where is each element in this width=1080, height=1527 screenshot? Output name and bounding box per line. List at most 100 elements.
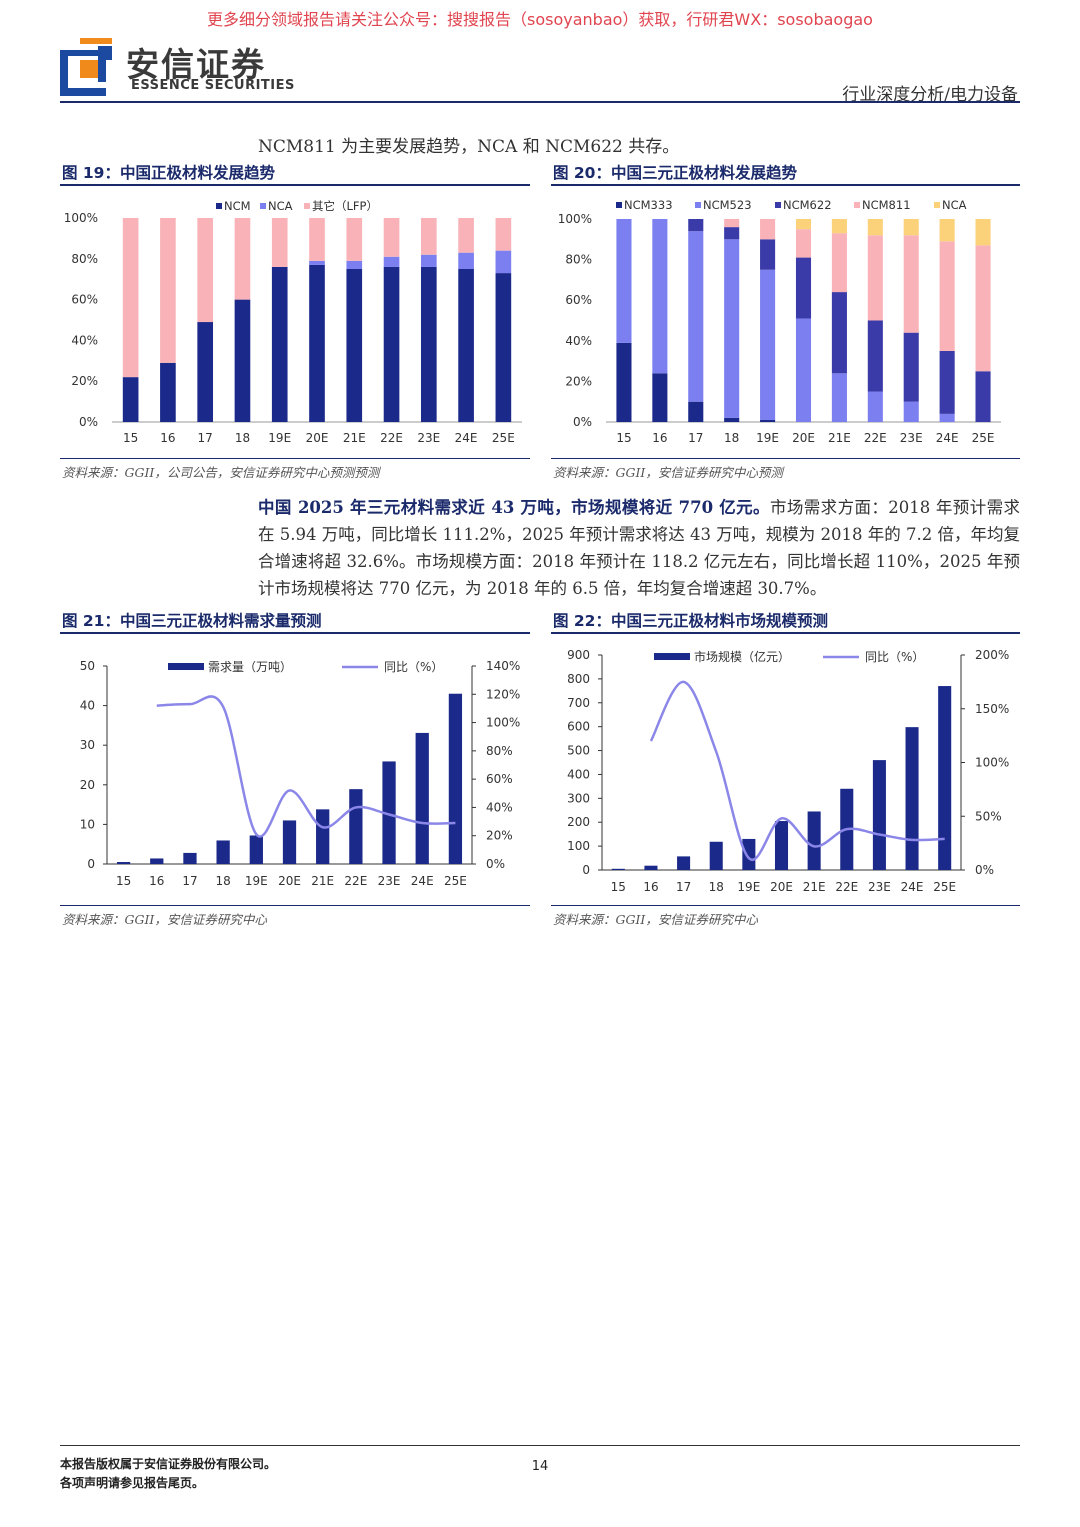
bar-NCM: [122, 377, 139, 422]
report-category: 行业深度分析/电力设备: [842, 85, 1018, 105]
bar-NCM523: [724, 239, 740, 418]
bar-demand: [415, 732, 429, 864]
right-tick-label: 0%: [975, 863, 994, 877]
fig22-top-rule: [551, 632, 1020, 634]
right-tick-label: 60%: [486, 772, 513, 786]
bar-其它（LFP）: [495, 218, 512, 251]
legend-label: NCA: [268, 199, 293, 213]
fig19-title: 图 19：中国正极材料发展趋势: [62, 164, 275, 182]
x-tick-label: 21E: [311, 874, 334, 888]
left-tick-label: 700: [567, 696, 590, 710]
legend-swatch: [695, 202, 701, 208]
x-tick-label: 16: [652, 431, 667, 445]
x-tick-label: 25E: [933, 880, 956, 894]
bar-demand: [349, 789, 363, 864]
x-tick-label: 15: [616, 431, 631, 445]
right-tick-label: 20%: [486, 829, 513, 843]
legend-label-bar: 需求量（万吨）: [208, 660, 292, 674]
bar-NCM811: [760, 219, 776, 240]
y-tick-label: 60%: [71, 293, 98, 307]
fig22-source: 资料来源：GGII，安信证券研究中心: [553, 912, 758, 927]
y-tick-label: 20%: [565, 374, 592, 388]
bar-NCM811: [724, 219, 740, 228]
bar-NCM622: [724, 227, 740, 240]
fig21-top-rule: [60, 632, 530, 634]
x-tick-label: 17: [676, 880, 691, 894]
bar-NCM333: [616, 342, 632, 422]
y-tick-label: 0%: [79, 415, 98, 429]
bar-demand: [150, 858, 164, 864]
bar-NCM523: [939, 413, 955, 422]
bar-其它（LFP）: [420, 218, 437, 255]
x-tick-label: 22E: [380, 431, 403, 445]
bar-NCM: [160, 362, 176, 422]
right-tick-label: 200%: [975, 648, 1009, 662]
x-tick-label: 24E: [411, 874, 434, 888]
bar-NCM: [197, 322, 214, 422]
y-tick-label: 80%: [71, 252, 98, 266]
x-tick-label: 23E: [868, 880, 891, 894]
bar-demand: [709, 841, 723, 870]
x-tick-label: 24E: [936, 431, 959, 445]
left-tick-label: 600: [567, 720, 590, 734]
fig20-source: 资料来源：GGII，安信证券研究中心预测: [553, 465, 783, 480]
y-tick-label: 60%: [565, 293, 592, 307]
x-tick-label: 17: [182, 874, 197, 888]
y-tick-label: 100%: [558, 212, 592, 226]
fig21-bottom-rule: [60, 905, 530, 906]
x-tick-label: 23E: [378, 874, 401, 888]
bar-NCM622: [867, 320, 883, 392]
bar-demand: [183, 852, 197, 864]
bar-NCA: [420, 254, 437, 267]
bar-NCA: [309, 260, 325, 265]
legend-swatch: [216, 203, 222, 209]
bar-NCM622: [760, 239, 776, 270]
fig19-top-rule: [60, 184, 530, 186]
x-tick-label: 20E: [306, 431, 329, 445]
bar-其它（LFP）: [383, 218, 400, 257]
bar-NCM811: [939, 241, 955, 351]
x-tick-label: 18: [709, 880, 724, 894]
x-tick-label: 25E: [444, 874, 467, 888]
bar-demand: [742, 838, 756, 870]
bar-NCM523: [616, 219, 632, 343]
legend-label-bar: 市场规模（亿元）: [694, 649, 790, 664]
footer-notice: 各项声明请参见报告尾页。: [60, 1476, 205, 1490]
x-tick-label: 22E: [344, 874, 367, 888]
bar-NCM622: [795, 257, 812, 319]
fig20-chart: 0% 20% 40% 60% 80% 100% 15 16 17 18 19E 20E 21E 22E 23…: [558, 198, 1001, 445]
fig22-title: 图 22：中国三元正极材料市场规模预测: [553, 612, 828, 630]
legend-label: NCA: [942, 198, 967, 212]
bar-NCM811: [831, 233, 847, 293]
x-tick-label: 21E: [828, 431, 851, 445]
bar-其它（LFP）: [197, 218, 214, 323]
bar-NCM333: [724, 417, 740, 422]
legend-swatch: [854, 202, 860, 208]
bar-NCA: [903, 219, 919, 236]
left-tick-label: 0: [87, 857, 95, 871]
bar-NCM523: [688, 231, 704, 402]
x-tick-label: 24E: [901, 880, 924, 894]
bar-demand: [611, 868, 625, 870]
legend-label: 其它（LFP）: [312, 199, 378, 213]
bar-NCA: [795, 219, 812, 230]
x-tick-label: 19E: [268, 431, 291, 445]
right-tick-label: 0%: [486, 857, 505, 871]
legend-swatch-bar: [654, 653, 690, 660]
brand-name-en: ESSENCE SECURITIES: [131, 78, 295, 93]
bar-demand: [448, 693, 463, 864]
bar-NCM523: [795, 318, 812, 422]
left-tick-label: 500: [567, 744, 590, 758]
fig21-source: 资料来源：GGII，安信证券研究中心: [62, 912, 267, 927]
left-tick-label: 900: [567, 648, 590, 662]
legend-label: NCM811: [862, 198, 911, 212]
fig22-chart: 0 100 200 300 400 500 600 700 800 900 0% 50% 100% 150…: [567, 648, 1009, 894]
right-tick-label: 80%: [486, 744, 513, 758]
x-tick-label: 19E: [756, 431, 779, 445]
legend-label: NCM333: [624, 198, 673, 212]
y-tick-label: 0%: [573, 415, 592, 429]
x-tick-label: 24E: [455, 431, 478, 445]
bar-其它（LFP）: [458, 218, 474, 253]
bar-demand: [938, 686, 952, 870]
bar-NCM523: [867, 391, 883, 422]
